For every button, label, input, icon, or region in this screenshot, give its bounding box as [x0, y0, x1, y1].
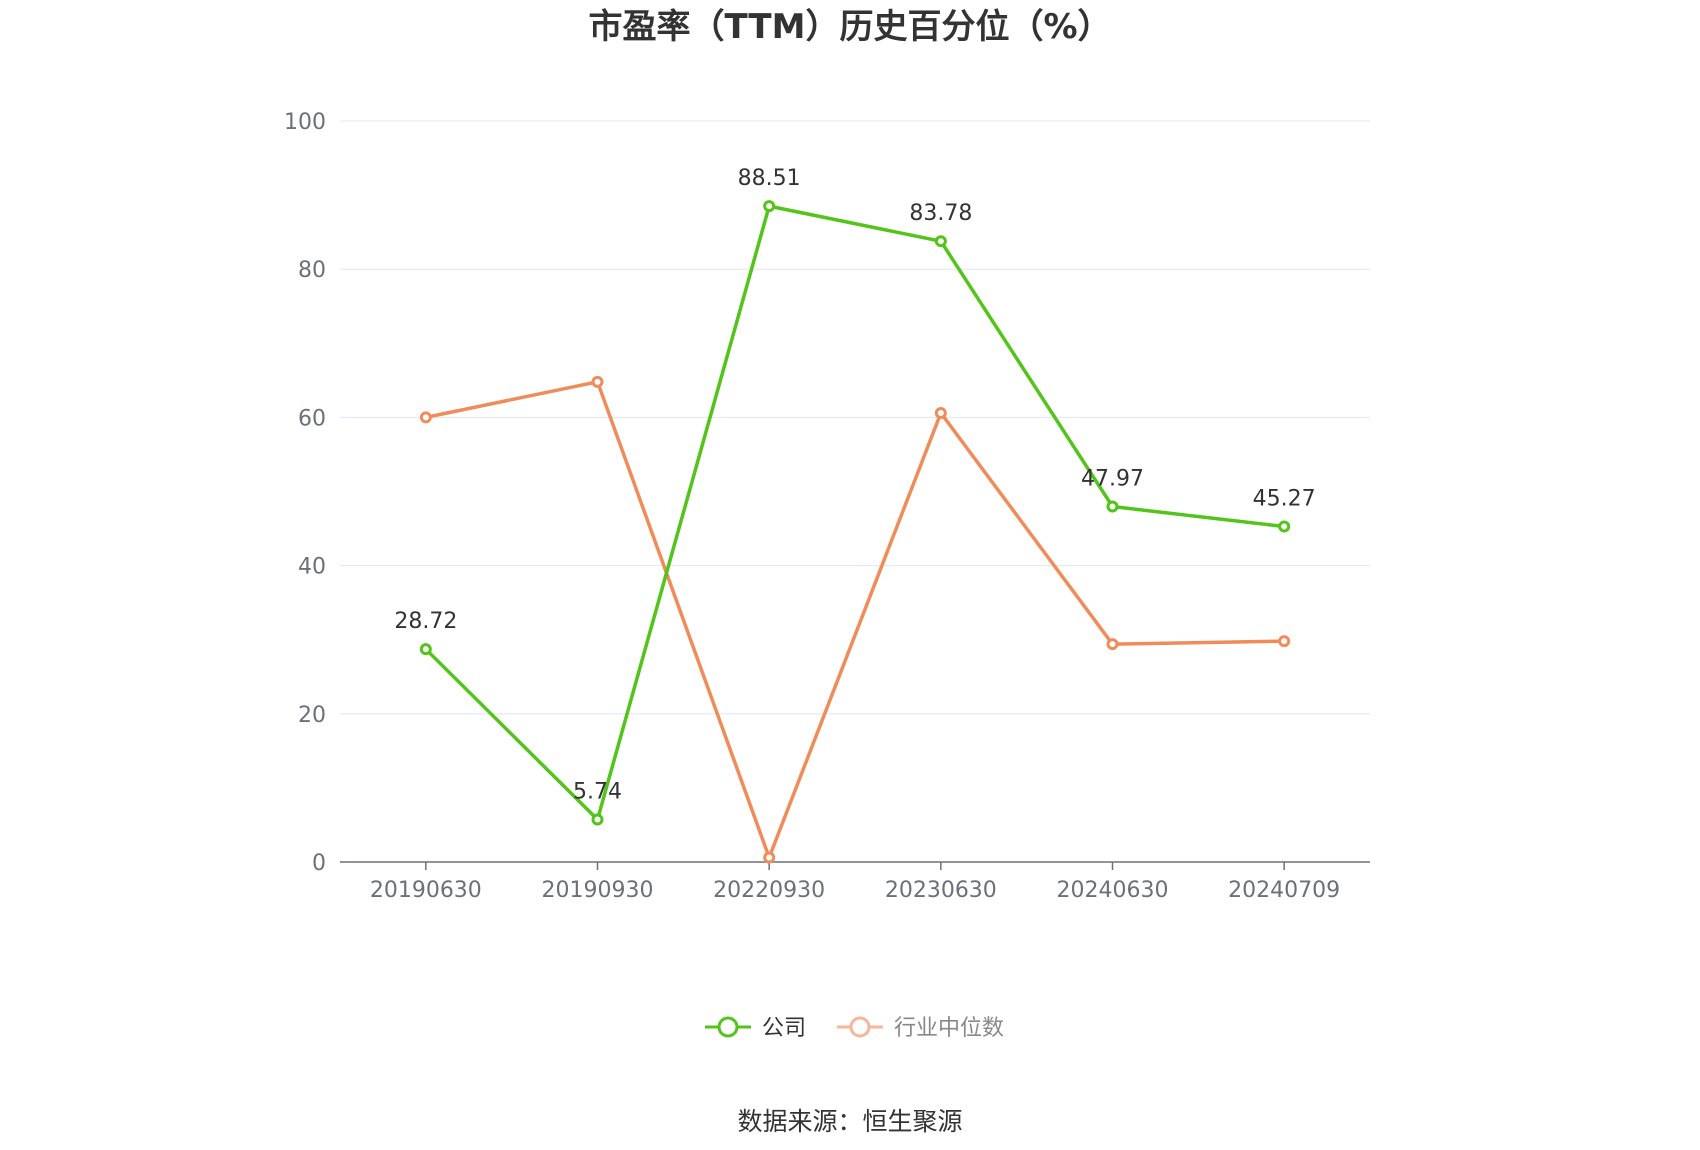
data-point-industry[interactable]: [1278, 635, 1291, 648]
legend-label-industry: 行业中位数: [894, 1016, 1004, 1041]
y-tick-label: 80: [298, 258, 326, 283]
data-labels: 28.72 5.74 88.51 83.78 47.97 45.27: [394, 166, 1315, 804]
source-note: 数据来源：恒生聚源: [737, 1107, 962, 1136]
data-point-company[interactable]: [934, 235, 947, 248]
data-point-company[interactable]: [1106, 500, 1119, 513]
grid: [340, 120, 1370, 715]
data-label-company: 28.72: [394, 609, 457, 634]
data-point-company[interactable]: [763, 200, 776, 213]
data-label-company: 5.74: [573, 779, 622, 804]
series-line-company: [424, 204, 1285, 822]
data-label-company: 88.51: [738, 166, 801, 191]
series-layer: [419, 200, 1291, 864]
x-tick-label: 20190930: [542, 878, 654, 903]
data-point-industry[interactable]: [419, 411, 432, 424]
data-point-industry[interactable]: [763, 851, 776, 864]
x-tick-label: 20220930: [713, 878, 825, 903]
y-tick-label: 100: [284, 110, 326, 135]
legend-label-company: 公司: [762, 1016, 806, 1041]
y-tick-label: 40: [298, 555, 326, 580]
data-point-industry[interactable]: [591, 375, 604, 388]
x-tick-label: 20230630: [885, 878, 997, 903]
y-tick-label: 60: [298, 406, 326, 431]
legend-item-company[interactable]: 公司: [705, 1016, 806, 1041]
y-tick-label: 20: [298, 703, 326, 728]
data-point-industry[interactable]: [934, 406, 947, 419]
x-tick-label: 20190630: [370, 878, 482, 903]
legend-item-industry[interactable]: 行业中位数: [837, 1016, 1004, 1041]
data-label-company: 83.78: [909, 201, 972, 226]
y-axis: 0 20 40 60 80 100: [284, 110, 326, 876]
x-tick-label: 20240630: [1057, 878, 1169, 903]
data-point-company[interactable]: [1278, 520, 1291, 533]
legend[interactable]: 公司 行业中位数: [705, 1016, 1004, 1041]
data-point-company[interactable]: [419, 643, 432, 656]
data-point-industry[interactable]: [1106, 638, 1119, 651]
data-label-company: 45.27: [1253, 487, 1316, 512]
x-tick-label: 20240709: [1228, 878, 1340, 903]
legend-marker-company: [717, 1016, 739, 1038]
y-tick-label: 0: [312, 851, 326, 876]
data-point-company[interactable]: [591, 813, 604, 826]
data-label-company: 47.97: [1081, 467, 1144, 492]
series-line-industry: [425, 380, 1285, 860]
legend-marker-industry: [849, 1016, 871, 1038]
x-axis: 20190630 20190930 20220930 20230630 20240630…: [340, 861, 1370, 903]
chart-title: 市盈率（TTM）历史百分位（%）: [588, 7, 1111, 47]
